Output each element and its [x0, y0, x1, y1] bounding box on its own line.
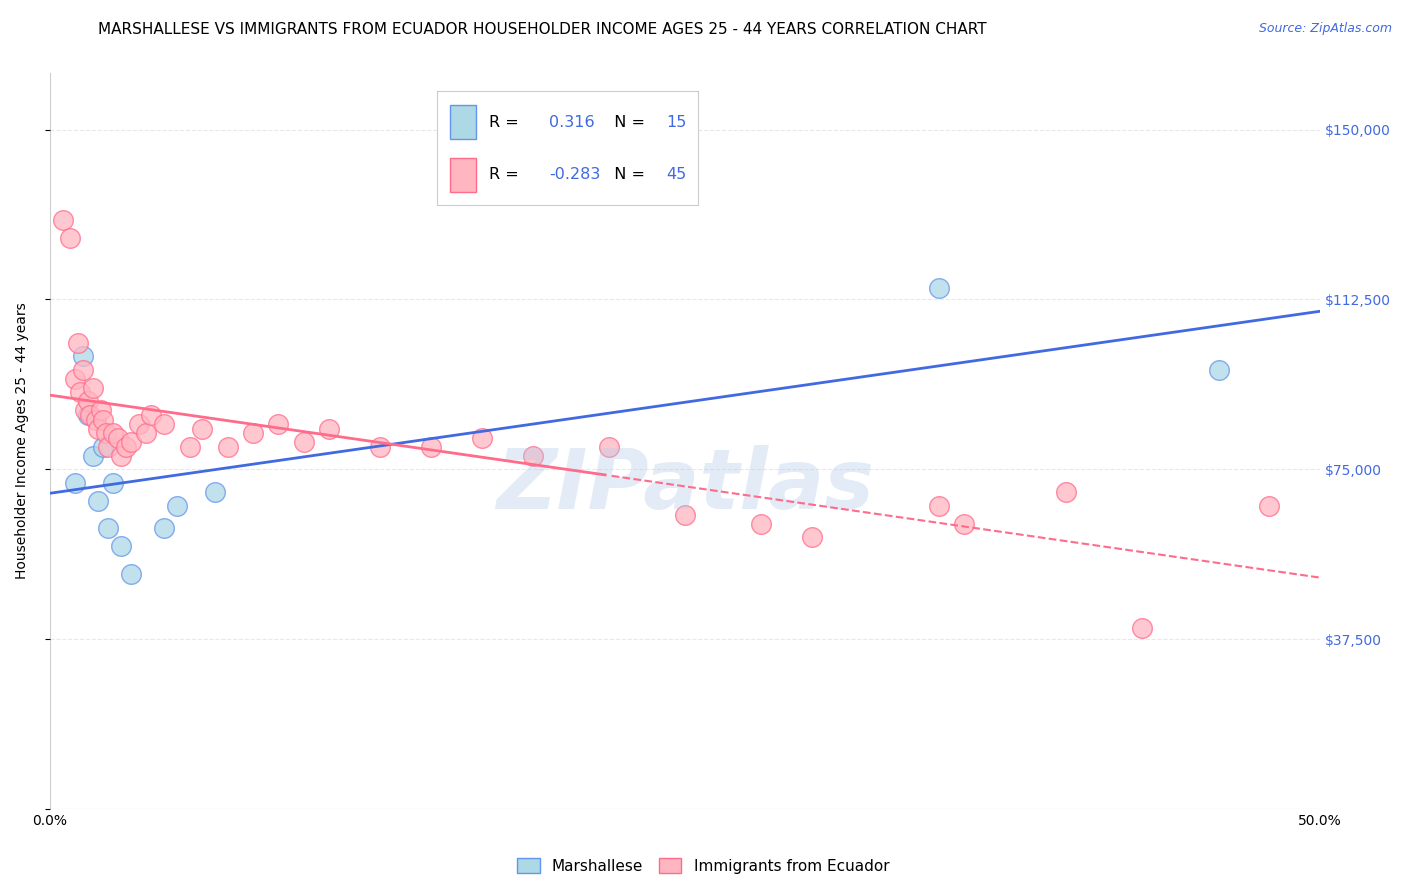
Point	[204, 485, 226, 500]
Point	[928, 281, 950, 295]
Point	[1208, 362, 1230, 376]
Point	[107, 431, 129, 445]
Point	[598, 440, 620, 454]
Point	[191, 421, 214, 435]
Point	[69, 385, 91, 400]
Point	[65, 372, 87, 386]
Point	[103, 426, 125, 441]
Point	[97, 521, 120, 535]
Point	[141, 408, 163, 422]
Point	[1054, 485, 1077, 500]
Point	[94, 426, 117, 441]
Point	[65, 475, 87, 490]
Point	[1130, 621, 1153, 635]
Point	[801, 530, 824, 544]
Text: ZIPatlas: ZIPatlas	[496, 445, 875, 525]
Point	[318, 421, 340, 435]
Point	[82, 381, 104, 395]
Point	[87, 494, 110, 508]
Point	[120, 566, 142, 581]
Point	[75, 403, 97, 417]
Point	[953, 516, 976, 531]
Point	[115, 440, 138, 454]
Point	[292, 435, 315, 450]
Point	[87, 421, 110, 435]
Point	[419, 440, 441, 454]
Point	[928, 499, 950, 513]
Point	[110, 449, 132, 463]
Point	[84, 412, 107, 426]
Point	[91, 440, 114, 454]
Point	[91, 412, 114, 426]
Point	[166, 499, 188, 513]
Point	[179, 440, 201, 454]
Point	[72, 362, 94, 376]
Point	[128, 417, 150, 431]
Point	[90, 403, 112, 417]
Point	[471, 431, 494, 445]
Point	[135, 426, 157, 441]
Text: MARSHALLESE VS IMMIGRANTS FROM ECUADOR HOUSEHOLDER INCOME AGES 25 - 44 YEARS COR: MARSHALLESE VS IMMIGRANTS FROM ECUADOR H…	[98, 22, 987, 37]
Point	[110, 539, 132, 553]
Point	[1258, 499, 1281, 513]
Point	[368, 440, 391, 454]
Point	[522, 449, 544, 463]
Point	[51, 213, 73, 227]
Point	[77, 408, 100, 422]
Point	[153, 417, 176, 431]
Point	[120, 435, 142, 450]
Point	[217, 440, 239, 454]
Point	[267, 417, 290, 431]
Point	[103, 475, 125, 490]
Point	[749, 516, 772, 531]
Point	[79, 408, 101, 422]
Point	[59, 231, 82, 245]
Point	[242, 426, 264, 441]
Point	[673, 508, 696, 522]
Y-axis label: Householder Income Ages 25 - 44 years: Householder Income Ages 25 - 44 years	[15, 302, 30, 580]
Point	[153, 521, 176, 535]
Text: Source: ZipAtlas.com: Source: ZipAtlas.com	[1258, 22, 1392, 36]
Legend: Marshallese, Immigrants from Ecuador: Marshallese, Immigrants from Ecuador	[510, 852, 896, 880]
Point	[82, 449, 104, 463]
Point	[72, 349, 94, 363]
Point	[77, 394, 100, 409]
Point	[97, 440, 120, 454]
Point	[66, 335, 89, 350]
